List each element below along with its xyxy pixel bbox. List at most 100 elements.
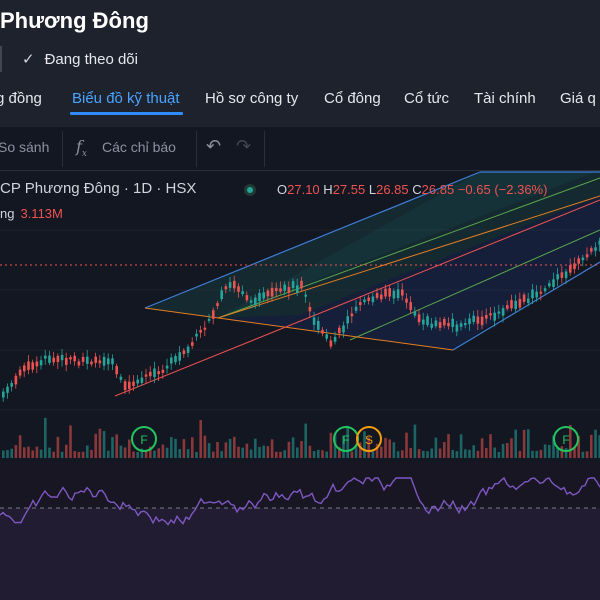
- candle: [233, 280, 236, 289]
- candle: [560, 272, 564, 278]
- volume-bar: [594, 429, 597, 458]
- volume-bar: [287, 441, 291, 458]
- tab-company-profile[interactable]: Hồ sơ công ty: [205, 90, 299, 107]
- high-label: H: [323, 182, 333, 197]
- candle: [94, 356, 97, 363]
- candle: [69, 357, 72, 360]
- volume-bar: [304, 423, 307, 458]
- candle: [451, 318, 454, 328]
- volume-bar: [39, 449, 43, 458]
- volume-bar: [237, 446, 240, 458]
- chart-grid: [0, 229, 600, 411]
- candle: [14, 375, 18, 385]
- toolbar-separator: [62, 131, 63, 167]
- fib-line-lower: [452, 261, 600, 351]
- tab-financials[interactable]: Tài chính: [474, 90, 536, 107]
- candle: [434, 320, 438, 327]
- tab-shareholders[interactable]: Cổ đông: [324, 90, 381, 107]
- volume-bars: [2, 417, 600, 458]
- candle: [228, 282, 232, 288]
- volume-bar: [590, 434, 593, 458]
- candle: [132, 381, 135, 387]
- follow-bar[interactable]: ✓ Đang theo dõi: [0, 44, 138, 74]
- fib-line-orange: [217, 195, 600, 319]
- candle: [224, 286, 228, 290]
- tab-price-history[interactable]: Giá q: [560, 90, 596, 107]
- tab-trading[interactable]: g đồng: [0, 90, 42, 107]
- candle: [170, 357, 173, 364]
- following-label[interactable]: Đang theo dõi: [44, 50, 138, 68]
- candle: [266, 290, 270, 297]
- indicators-button[interactable]: Các chỉ báo: [102, 139, 176, 155]
- candle: [443, 318, 446, 326]
- symbol-label[interactable]: CP Phương Đông · 1D · HSX: [0, 180, 197, 197]
- candle: [535, 291, 538, 298]
- candle: [447, 322, 450, 327]
- candle: [485, 315, 488, 319]
- tab-dividends[interactable]: Cổ tức: [404, 90, 450, 107]
- candle: [107, 358, 110, 365]
- page-title: Phương Đông: [0, 8, 149, 33]
- candle: [480, 316, 484, 326]
- volume-bar: [132, 451, 135, 458]
- candle: [90, 361, 93, 365]
- candle: [2, 391, 5, 398]
- candle: [312, 317, 316, 325]
- volume-bar: [489, 434, 492, 458]
- undo-icon[interactable]: ↶: [206, 136, 222, 156]
- event-marker[interactable]: [131, 426, 157, 452]
- event-marker[interactable]: [553, 426, 579, 452]
- volume-bar: [510, 438, 513, 458]
- volume-bar: [275, 451, 278, 458]
- volume-value: 3.113M: [20, 206, 63, 221]
- volume-bar: [380, 446, 383, 458]
- candle: [207, 318, 211, 321]
- fx-icon[interactable]: fx: [76, 137, 87, 160]
- volume-bar: [485, 448, 488, 458]
- candle: [564, 271, 568, 279]
- volume-bar: [178, 449, 181, 458]
- event-marker[interactable]: [356, 426, 382, 452]
- candle: [73, 355, 76, 362]
- volume-bar: [23, 447, 26, 458]
- volume-bar: [413, 424, 417, 458]
- candle: [430, 323, 433, 328]
- volume-bar: [342, 435, 345, 458]
- candle: [371, 296, 375, 303]
- fib-channel[interactable]: [114, 170, 600, 397]
- volume-bar: [81, 451, 85, 458]
- candle: [191, 342, 194, 346]
- close-label: C: [412, 182, 422, 197]
- volume-bar: [447, 434, 450, 458]
- event-marker-label: F: [562, 433, 569, 447]
- redo-icon[interactable]: ↷: [236, 136, 252, 156]
- volume-bar: [493, 447, 496, 458]
- candle: [384, 288, 387, 297]
- candle: [317, 320, 320, 330]
- tab-technical-chart[interactable]: Biểu đồ kỹ thuật: [72, 90, 180, 107]
- volume-bar: [464, 449, 467, 458]
- volume-bar: [401, 450, 404, 458]
- fib-line-left: [144, 307, 454, 351]
- candle: [140, 377, 144, 383]
- volume-bar: [207, 443, 211, 458]
- check-icon: ✓: [22, 51, 35, 68]
- candle: [367, 297, 370, 301]
- candle: [44, 355, 47, 359]
- volume-bar: [119, 445, 123, 458]
- candle: [514, 300, 517, 310]
- candle: [186, 346, 190, 353]
- volume-bar: [455, 451, 459, 458]
- volume-bar: [149, 446, 152, 458]
- volume-bar: [195, 451, 198, 458]
- candle: [354, 306, 358, 311]
- candle: [241, 291, 244, 295]
- volume-bar: [422, 450, 425, 458]
- compare-button[interactable]: So sánh: [0, 139, 50, 155]
- volume-bar: [241, 447, 244, 458]
- candle: [258, 292, 261, 302]
- candle: [401, 289, 404, 296]
- candle: [220, 290, 223, 300]
- volume-bar: [556, 447, 559, 458]
